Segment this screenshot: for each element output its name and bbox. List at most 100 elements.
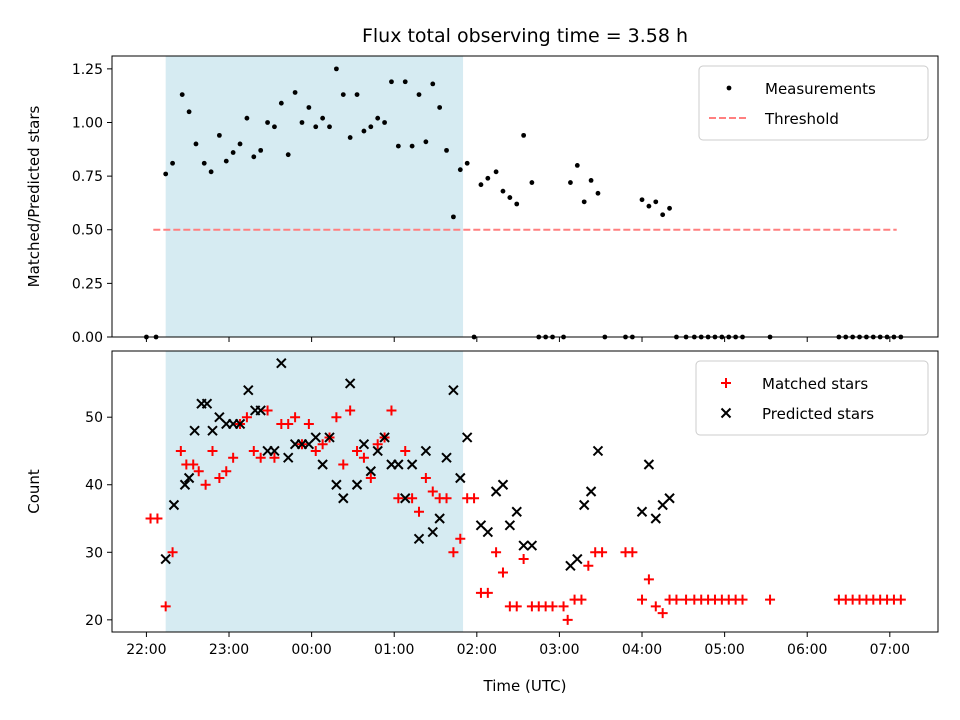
predicted-point bbox=[379, 432, 390, 443]
matched-point bbox=[643, 574, 654, 585]
matched-point bbox=[576, 594, 587, 605]
predicted-point bbox=[504, 520, 516, 531]
legend-label: Matched stars bbox=[762, 375, 868, 393]
bottom-chart-xtick-label: 02:00 bbox=[457, 642, 497, 658]
matched-point bbox=[228, 452, 239, 463]
matched-point bbox=[895, 594, 906, 605]
measurement-point bbox=[595, 190, 601, 196]
matched-point bbox=[386, 405, 397, 416]
measurement-point bbox=[299, 120, 305, 125]
top-chart-ylabel: Matched/Predicted stars bbox=[25, 106, 43, 288]
legend-label: Threshold bbox=[764, 110, 839, 128]
measurement-point bbox=[646, 203, 652, 209]
matched-point bbox=[597, 547, 608, 558]
matched-point bbox=[491, 547, 502, 558]
measurement-point bbox=[327, 124, 332, 130]
matched-point bbox=[207, 445, 218, 456]
legend-label: Predicted stars bbox=[762, 405, 874, 423]
bottom-chart-xlabel: Time (UTC) bbox=[483, 677, 567, 695]
bottom-chart-xtick-label: 03:00 bbox=[539, 642, 579, 658]
measurement-point bbox=[292, 90, 298, 95]
matched-point bbox=[193, 466, 204, 477]
top-chart-highlight-span bbox=[165, 56, 464, 337]
matched-point bbox=[269, 452, 280, 463]
matched-point bbox=[511, 601, 522, 612]
predicted-point bbox=[183, 472, 195, 484]
measurement-point bbox=[285, 152, 291, 158]
legend-marker-plus bbox=[721, 378, 731, 388]
predicted-point bbox=[420, 445, 432, 457]
top-chart-ytick-label: 1.25 bbox=[72, 62, 103, 78]
matched-point bbox=[290, 412, 301, 423]
measurement-point bbox=[660, 212, 666, 218]
matched-point bbox=[482, 587, 493, 598]
predicted-point bbox=[643, 459, 655, 470]
bottom-chart-xtick-label: 22:00 bbox=[126, 642, 166, 658]
predicted-point bbox=[207, 425, 218, 436]
matched-point bbox=[627, 547, 638, 558]
predicted-point bbox=[351, 479, 363, 490]
measurement-point bbox=[395, 143, 401, 149]
measurement-point bbox=[333, 66, 339, 72]
measurement-point bbox=[163, 171, 169, 177]
matched-point bbox=[365, 472, 376, 483]
bottom-chart-xtick-label: 04:00 bbox=[622, 642, 662, 658]
predicted-point bbox=[331, 479, 342, 490]
measurement-point bbox=[320, 115, 326, 121]
predicted-point bbox=[201, 398, 213, 409]
matched-point bbox=[407, 493, 418, 504]
matched-point bbox=[160, 601, 171, 612]
bottom-chart-legend: Matched stars Predicted stars bbox=[695, 360, 929, 436]
measurement-point bbox=[493, 169, 499, 175]
predicted-point bbox=[160, 553, 171, 565]
predicted-point bbox=[372, 445, 383, 457]
measurement-point bbox=[581, 199, 587, 205]
matched-point bbox=[583, 560, 594, 571]
bottom-chart-ytick-label: 40 bbox=[85, 478, 103, 494]
top-chart-ytick-label: 1.00 bbox=[72, 115, 103, 131]
measurement-point bbox=[444, 147, 449, 153]
measurement-point bbox=[179, 92, 185, 98]
top-chart: 0.00 0.25 0.50 0.75 1.00 1.25 Matched/Predicte… bbox=[25, 55, 939, 346]
measurement-point bbox=[451, 214, 456, 220]
measurement-point bbox=[574, 162, 580, 168]
predicted-point bbox=[518, 540, 529, 551]
predicted-point bbox=[585, 486, 597, 497]
measurement-point bbox=[265, 120, 270, 125]
predicted-point bbox=[427, 526, 438, 538]
predicted-point bbox=[283, 452, 294, 463]
measurement-point bbox=[653, 199, 659, 205]
measurement-point bbox=[251, 154, 257, 160]
measurement-point bbox=[382, 120, 387, 125]
matched-point bbox=[650, 601, 661, 612]
measurement-point bbox=[389, 79, 394, 85]
matched-point bbox=[188, 459, 199, 470]
measurement-point bbox=[244, 115, 250, 121]
bottom-chart-ytick-label: 20 bbox=[85, 613, 103, 629]
predicted-point bbox=[578, 499, 590, 511]
matched-point bbox=[518, 554, 529, 565]
predicted-point bbox=[168, 499, 180, 511]
bottom-chart-xtick-label: 01:00 bbox=[374, 642, 414, 658]
predicted-point bbox=[189, 425, 200, 436]
measurement-point bbox=[347, 135, 353, 140]
measurement-point bbox=[237, 141, 243, 147]
measurement-point bbox=[521, 132, 527, 138]
matched-point bbox=[345, 405, 356, 416]
measurement-point bbox=[500, 188, 506, 194]
measurement-point bbox=[588, 178, 594, 183]
matched-point bbox=[420, 472, 431, 483]
matched-point bbox=[200, 479, 211, 490]
measurement-point bbox=[313, 124, 319, 130]
matched-point bbox=[558, 601, 569, 612]
matched-point bbox=[352, 445, 363, 456]
predicted-point bbox=[179, 479, 191, 490]
matched-point bbox=[469, 493, 480, 504]
matched-point bbox=[310, 445, 321, 456]
bottom-chart-frame bbox=[111, 350, 939, 633]
predicted-point bbox=[482, 526, 494, 538]
predicted-point bbox=[461, 432, 473, 443]
legend-marker-dot bbox=[726, 85, 732, 91]
matched-point bbox=[562, 614, 573, 625]
measurement-point bbox=[437, 105, 443, 110]
